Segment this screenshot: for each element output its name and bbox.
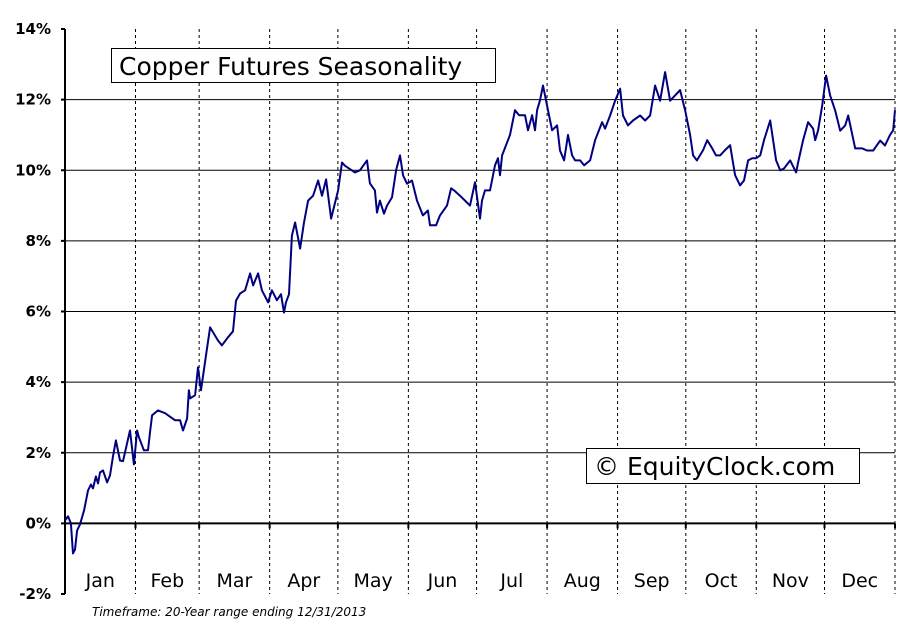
y-tick-label: 0% [26, 514, 51, 532]
month-label: Jan [85, 570, 115, 592]
month-label: Oct [705, 570, 738, 592]
month-label: Jul [499, 570, 523, 592]
y-tick-label: 14% [15, 20, 51, 38]
month-label: Nov [772, 570, 809, 592]
month-label: Aug [564, 570, 601, 592]
month-label: Jun [427, 570, 458, 592]
month-label: Apr [287, 570, 320, 592]
month-label: Mar [216, 570, 252, 592]
y-tick-label: 6% [26, 303, 51, 321]
y-tick-label: 4% [26, 373, 51, 391]
watermark-label: © EquityClock.com [586, 448, 860, 484]
y-tick-label: 8% [26, 232, 51, 250]
month-label: May [353, 570, 392, 592]
chart-title: Copper Futures Seasonality [111, 48, 496, 83]
month-label: Dec [841, 570, 878, 592]
month-label: Sep [634, 570, 670, 592]
timeframe-footnote: Timeframe: 20-Year range ending 12/31/20… [92, 605, 367, 619]
y-tick-label: 12% [15, 91, 51, 109]
y-tick-label: -2% [19, 585, 51, 603]
seasonal-line [64, 71, 896, 555]
y-tick-label: 2% [26, 444, 51, 462]
month-label: Feb [151, 570, 185, 592]
y-tick-label: 10% [15, 161, 51, 179]
